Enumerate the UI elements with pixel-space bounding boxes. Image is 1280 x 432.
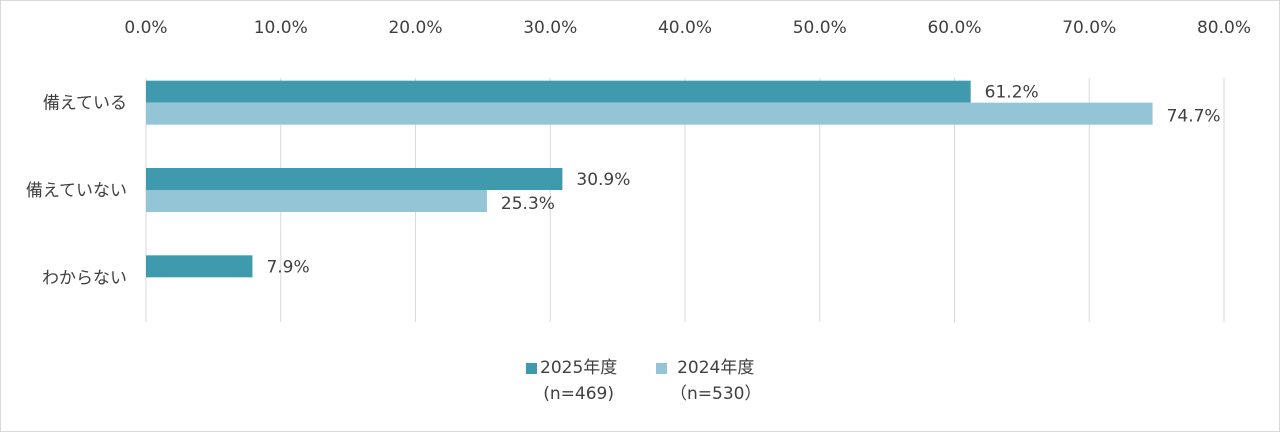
legend-swatch bbox=[526, 363, 537, 374]
bar bbox=[146, 190, 487, 212]
value-label: 7.9% bbox=[266, 257, 309, 277]
value-label: 30.9% bbox=[576, 170, 630, 190]
legend-swatch bbox=[656, 363, 667, 374]
x-tick-label: 40.0% bbox=[658, 18, 712, 38]
x-tick-label: 20.0% bbox=[388, 18, 442, 38]
value-label: 61.2% bbox=[985, 83, 1039, 103]
y-tick-label: 備えている bbox=[43, 94, 127, 114]
x-tick-label: 70.0% bbox=[1062, 18, 1116, 38]
bar bbox=[146, 168, 563, 190]
legend-label: 2024年度 （n=530） bbox=[670, 358, 762, 404]
value-label: 25.3% bbox=[501, 194, 555, 214]
value-label: 74.7% bbox=[1167, 107, 1221, 127]
x-tick-label: 0.0% bbox=[124, 18, 167, 38]
legend-label: 2025年度 (n=469) bbox=[540, 358, 618, 404]
x-tick-label: 60.0% bbox=[927, 18, 981, 38]
bar bbox=[146, 255, 253, 278]
x-tick-label: 80.0% bbox=[1197, 18, 1251, 38]
x-tick-label: 30.0% bbox=[523, 18, 577, 38]
bar bbox=[146, 80, 971, 103]
y-tick-label: わからない bbox=[42, 268, 127, 288]
x-tick-label: 10.0% bbox=[254, 18, 308, 38]
x-tick-label: 50.0% bbox=[793, 18, 847, 38]
bar bbox=[146, 102, 1153, 125]
y-tick-label: 備えていない bbox=[26, 181, 127, 201]
